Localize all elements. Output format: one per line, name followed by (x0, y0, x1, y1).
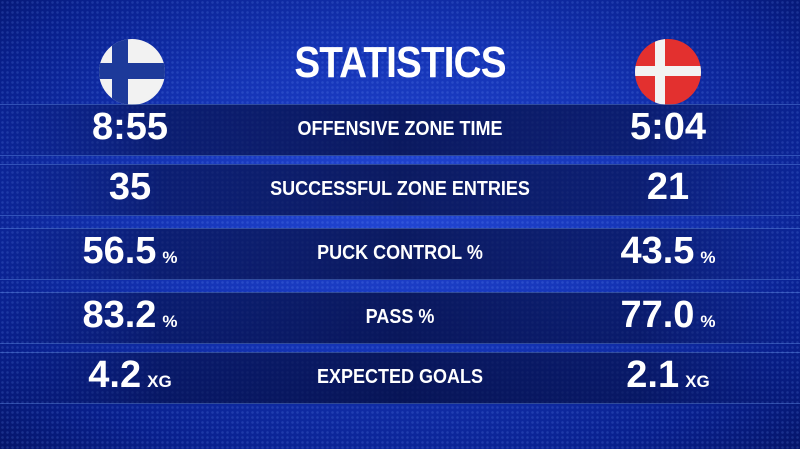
value-number: 4.2 (88, 354, 142, 396)
value-number: 8:55 (91, 106, 169, 148)
value-number: 43.5 (620, 230, 695, 272)
title: STATISTICS (294, 38, 506, 87)
row-band (0, 164, 800, 216)
value-number: 83.2 (82, 294, 157, 336)
stat-label: PASS % (365, 306, 435, 328)
stat-label: SUCCESSFUL ZONE ENTRIES (270, 178, 530, 200)
row-band (0, 352, 800, 404)
right-value: 43.5% (548, 230, 788, 273)
value-number: 21 (646, 166, 690, 208)
value-unit: % (162, 312, 178, 331)
value-unit: XG (147, 372, 172, 391)
value-number: 5:04 (629, 106, 707, 148)
right-value: 2.1 XG (548, 354, 788, 397)
right-value: 5:04 (548, 106, 788, 149)
value-unit: % (700, 248, 716, 267)
right-value: 21 (548, 166, 788, 209)
left-value: 35 (10, 166, 250, 209)
left-value: 4.2 XG (10, 354, 250, 397)
right-value: 77.0% (548, 294, 788, 337)
value-number: 77.0 (620, 294, 695, 336)
value-unit: % (700, 312, 716, 331)
stat-label: EXPECTED GOALS (316, 366, 484, 388)
flag-denmark (635, 39, 701, 105)
left-value: 8:55 (10, 106, 250, 149)
left-value: 83.2% (10, 294, 250, 337)
stat-label: OFFENSIVE ZONE TIME (297, 118, 503, 140)
value-number: 56.5 (82, 230, 157, 272)
row-band (0, 292, 800, 344)
row-band (0, 228, 800, 280)
stat-label: PUCK CONTROL % (317, 242, 483, 264)
value-unit: XG (685, 372, 710, 391)
value-unit: % (162, 248, 178, 267)
row-band (0, 104, 800, 156)
left-value: 56.5% (10, 230, 250, 273)
value-number: 35 (108, 166, 152, 208)
flag-finland (99, 39, 165, 105)
value-number: 2.1 (626, 354, 680, 396)
